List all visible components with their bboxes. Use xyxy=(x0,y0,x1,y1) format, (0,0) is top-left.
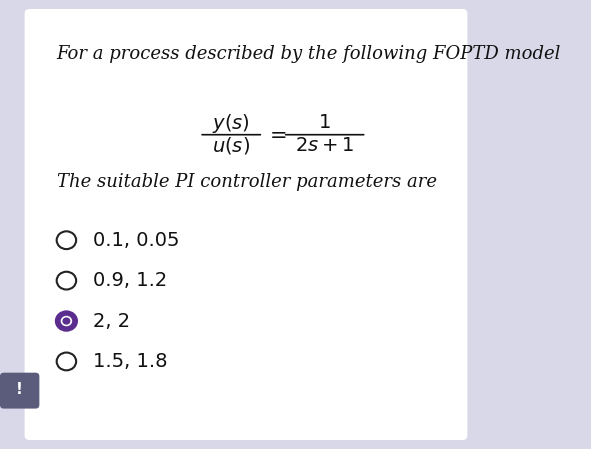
Text: 2, 2: 2, 2 xyxy=(93,312,131,330)
Text: $1$: $1$ xyxy=(319,114,331,132)
Text: $y(s)$: $y(s)$ xyxy=(212,112,250,135)
Text: 0.9, 1.2: 0.9, 1.2 xyxy=(93,271,168,290)
Text: For a process described by the following FOPTD model: For a process described by the following… xyxy=(57,45,561,63)
Text: $=$: $=$ xyxy=(265,125,286,144)
Circle shape xyxy=(56,312,77,330)
FancyBboxPatch shape xyxy=(25,9,467,440)
Circle shape xyxy=(63,317,70,325)
Text: !: ! xyxy=(16,382,23,397)
Circle shape xyxy=(57,272,76,290)
Text: $2s + 1$: $2s + 1$ xyxy=(295,137,354,155)
Text: 0.1, 0.05: 0.1, 0.05 xyxy=(93,231,180,250)
Text: 1.5, 1.8: 1.5, 1.8 xyxy=(93,352,168,371)
FancyBboxPatch shape xyxy=(0,373,40,409)
Circle shape xyxy=(4,376,35,405)
Circle shape xyxy=(61,316,72,326)
Text: $u(s)$: $u(s)$ xyxy=(212,136,250,156)
Circle shape xyxy=(57,352,76,370)
Circle shape xyxy=(57,231,76,249)
Text: The suitable PI controller parameters are: The suitable PI controller parameters ar… xyxy=(57,173,437,191)
